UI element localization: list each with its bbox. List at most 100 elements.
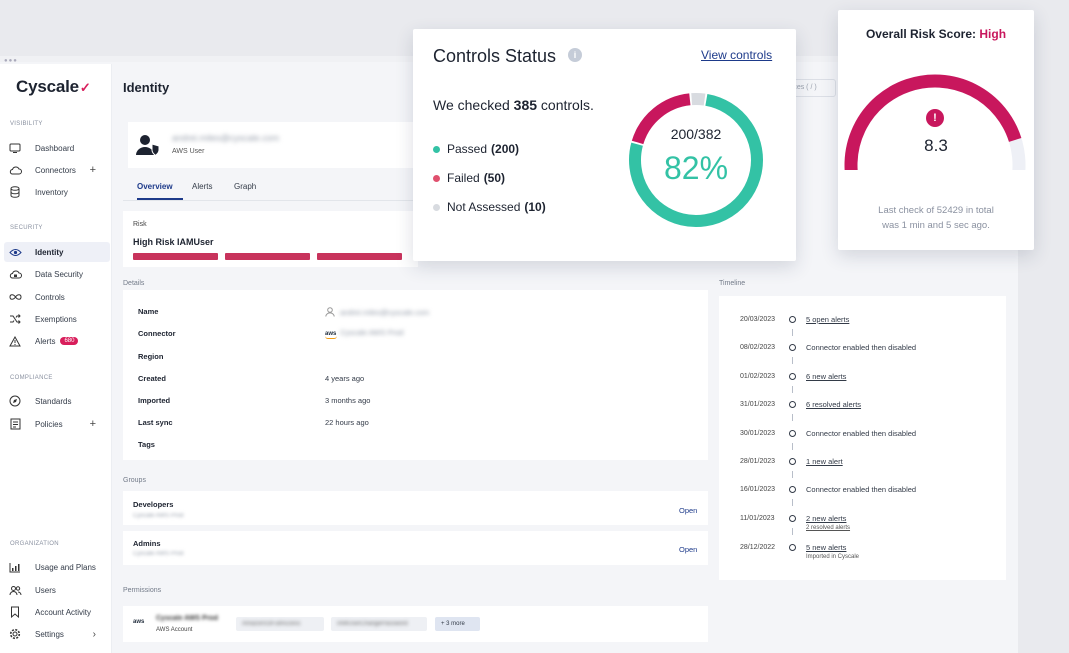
cyscale-logo[interactable]: Cyscale✓: [16, 77, 91, 97]
permission-chip-text: AmazonS3FullAccess: [242, 621, 301, 627]
sidebar-item-inventory[interactable]: Inventory: [4, 182, 110, 202]
risk-bar-segment: [317, 253, 402, 260]
timeline-event-sub[interactable]: 2 resolved alerts: [806, 525, 851, 531]
passed-count: (200): [491, 142, 520, 156]
detail-region-key: Region: [138, 352, 164, 361]
sidebar-item-label: Data Security: [35, 269, 84, 279]
sidebar-item-account-activity[interactable]: Account Activity: [4, 602, 110, 622]
timeline-dot: [789, 430, 796, 437]
add-policy-icon[interactable]: +: [89, 418, 96, 430]
page-title: Identity: [123, 80, 170, 95]
group-row: [123, 531, 708, 565]
logo-text: Cyscale: [16, 77, 79, 96]
detail-connector-value[interactable]: aws Cyscale AWS Prod: [325, 328, 403, 337]
permission-account-name: Cyscale AWS Prod: [156, 615, 218, 622]
sidebar-item-controls[interactable]: Controls: [4, 287, 110, 307]
sidebar-item-settings[interactable]: Settings ›: [4, 624, 110, 644]
sidebar-item-data-security[interactable]: Data Security: [4, 264, 110, 284]
view-controls-link[interactable]: View controls: [701, 48, 773, 62]
tab-divider: [123, 200, 418, 201]
sidebar-item-dashboard[interactable]: Dashboard: [4, 138, 110, 158]
timeline-dot: [789, 373, 796, 380]
timeline-title: Timeline: [719, 280, 746, 287]
sidebar-item-label: Users: [35, 585, 56, 595]
risk-score-footer: Last check of 52429 in total was 1 min an…: [848, 203, 1024, 233]
group-row: [123, 491, 708, 525]
sidebar-item-label: Exemptions: [35, 314, 77, 324]
compass-icon: [8, 394, 22, 408]
section-visibility: VISIBILITY: [10, 121, 43, 127]
sidebar-item-label: Dashboard: [35, 143, 75, 153]
section-organization: ORGANIZATION: [10, 541, 59, 547]
sidebar-item-policies[interactable]: Policies +: [4, 414, 110, 434]
group-open-link[interactable]: Open: [679, 506, 698, 515]
not-assessed-label: Not Assessed: [447, 200, 521, 214]
detail-tags-key: Tags: [138, 440, 155, 449]
timeline-event[interactable]: 5 open alerts: [806, 315, 850, 324]
permission-chip[interactable]: IAMUserChangePassword: [331, 617, 427, 631]
risk-label: Risk: [133, 221, 147, 228]
warning-icon: [8, 334, 22, 348]
timeline-dot: [789, 458, 796, 465]
tab-overview[interactable]: Overview: [137, 182, 183, 200]
logo-check-icon: ✓: [79, 80, 91, 95]
risk-score-title-prefix: Overall Risk Score:: [865, 27, 980, 41]
tab-graph[interactable]: Graph: [234, 182, 257, 191]
sidebar-item-users[interactable]: Users: [4, 580, 110, 600]
timeline-event[interactable]: 2 new alerts: [806, 514, 847, 523]
risk-score-value: 8.3: [924, 136, 948, 155]
add-connector-icon[interactable]: +: [89, 164, 96, 176]
timeline-date: 08/02/2023: [740, 344, 776, 351]
detail-name-key: Name: [138, 307, 159, 316]
sidebar: Cyscale✓ VISIBILITY Dashboard Connectors…: [0, 64, 112, 653]
timeline-event[interactable]: 6 new alerts: [806, 372, 847, 381]
legend-not-assessed: Not Assessed (10): [433, 200, 546, 214]
info-icon[interactable]: i: [568, 48, 582, 62]
eye-icon: [8, 245, 22, 259]
sidebar-item-exemptions[interactable]: Exemptions: [4, 309, 110, 329]
failed-count: (50): [483, 171, 506, 185]
permission-chip-text: IAMUserChangePassword: [337, 621, 408, 627]
not-assessed-dot: [433, 203, 440, 211]
timeline-date: 28/01/2023: [740, 458, 776, 465]
timeline-event[interactable]: 6 resolved alerts: [806, 400, 862, 409]
sidebar-item-standards[interactable]: Standards: [4, 391, 110, 411]
bookmark-icon: [8, 605, 22, 619]
timeline-date: 16/01/2023: [740, 486, 776, 493]
timeline-date: 01/02/2023: [740, 373, 776, 380]
user-type: AWS User: [172, 148, 205, 155]
controls-checked-text: We checked 385 controls.: [433, 97, 594, 113]
permission-chip[interactable]: AmazonS3FullAccess: [236, 617, 324, 631]
timeline-event[interactable]: 5 new alerts: [806, 543, 847, 552]
detail-connector-key: Connector: [138, 329, 176, 338]
checked-prefix: We checked: [433, 97, 514, 113]
checked-suffix: controls.: [537, 97, 594, 113]
detail-name-text: andrei.miles@cyscale.com: [340, 308, 430, 317]
sidebar-item-label: Alerts: [35, 336, 56, 346]
group-open-link[interactable]: Open: [679, 545, 698, 554]
section-security: SECURITY: [10, 225, 43, 231]
cloud-icon: [8, 163, 22, 177]
timeline-dot: [789, 401, 796, 408]
tab-alerts[interactable]: Alerts: [192, 182, 213, 191]
document-list-icon: [8, 417, 22, 431]
sidebar-item-identity[interactable]: Identity: [4, 242, 110, 262]
sidebar-item-usage[interactable]: Usage and Plans: [4, 557, 110, 577]
details-card: [123, 290, 708, 460]
timeline-date: 31/01/2023: [740, 401, 776, 408]
sidebar-item-connectors[interactable]: Connectors +: [4, 160, 110, 180]
sidebar-item-alerts[interactable]: Alerts 680: [4, 331, 110, 351]
aws-logo-icon: aws: [325, 331, 337, 337]
infinity-icon: [8, 290, 22, 304]
risk-value: High Risk IAMUser: [133, 237, 214, 247]
risk-score-title: Overall Risk Score: High: [838, 27, 1034, 41]
timeline-event[interactable]: 1 new alert: [806, 457, 843, 466]
checked-count: 385: [513, 97, 538, 113]
failed-dot: [433, 174, 440, 182]
passed-dot: [433, 145, 440, 153]
more-permissions-chip[interactable]: + 3 more: [435, 617, 480, 631]
exclamation-icon: !: [926, 109, 944, 127]
sidebar-item-label: Usage and Plans: [35, 562, 96, 572]
risk-score-card: [838, 10, 1034, 250]
controls-donut-chart: [629, 93, 763, 227]
